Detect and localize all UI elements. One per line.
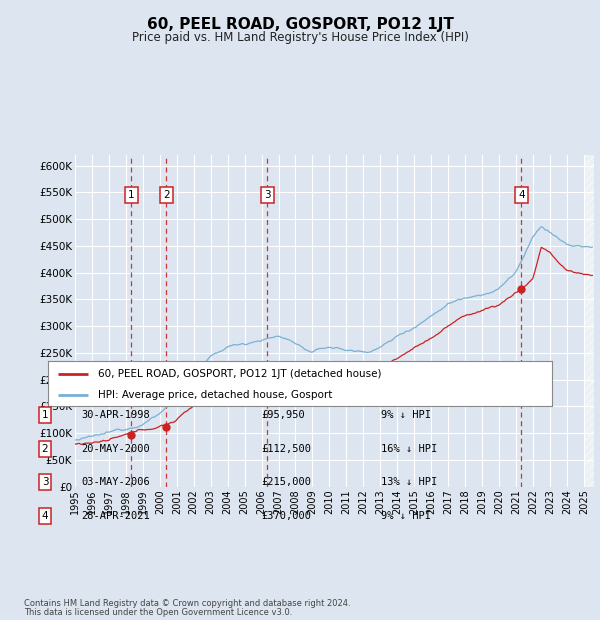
- Text: 1: 1: [128, 190, 135, 200]
- Text: 2: 2: [163, 190, 170, 200]
- Text: 9% ↓ HPI: 9% ↓ HPI: [381, 511, 431, 521]
- Text: 3: 3: [41, 477, 49, 487]
- Text: 28-APR-2021: 28-APR-2021: [81, 511, 150, 521]
- Text: £112,500: £112,500: [261, 444, 311, 454]
- Text: This data is licensed under the Open Government Licence v3.0.: This data is licensed under the Open Gov…: [24, 608, 292, 617]
- Text: HPI: Average price, detached house, Gosport: HPI: Average price, detached house, Gosp…: [98, 390, 333, 400]
- Text: 60, PEEL ROAD, GOSPORT, PO12 1JT (detached house): 60, PEEL ROAD, GOSPORT, PO12 1JT (detach…: [98, 369, 382, 379]
- Text: 60, PEEL ROAD, GOSPORT, PO12 1JT: 60, PEEL ROAD, GOSPORT, PO12 1JT: [146, 17, 454, 32]
- Text: 20-MAY-2000: 20-MAY-2000: [81, 444, 150, 454]
- Text: £370,000: £370,000: [261, 511, 311, 521]
- Text: 9% ↓ HPI: 9% ↓ HPI: [381, 410, 431, 420]
- Text: 03-MAY-2006: 03-MAY-2006: [81, 477, 150, 487]
- Bar: [584, 155, 596, 487]
- Text: 13% ↓ HPI: 13% ↓ HPI: [381, 477, 437, 487]
- Text: Price paid vs. HM Land Registry's House Price Index (HPI): Price paid vs. HM Land Registry's House …: [131, 31, 469, 44]
- Text: Contains HM Land Registry data © Crown copyright and database right 2024.: Contains HM Land Registry data © Crown c…: [24, 600, 350, 608]
- Text: 30-APR-1998: 30-APR-1998: [81, 410, 150, 420]
- Text: £215,000: £215,000: [261, 477, 311, 487]
- Text: 2: 2: [41, 444, 49, 454]
- Text: £95,950: £95,950: [261, 410, 305, 420]
- Text: 16% ↓ HPI: 16% ↓ HPI: [381, 444, 437, 454]
- Text: 4: 4: [518, 190, 525, 200]
- Text: 4: 4: [41, 511, 49, 521]
- Text: 1: 1: [41, 410, 49, 420]
- Text: 3: 3: [264, 190, 271, 200]
